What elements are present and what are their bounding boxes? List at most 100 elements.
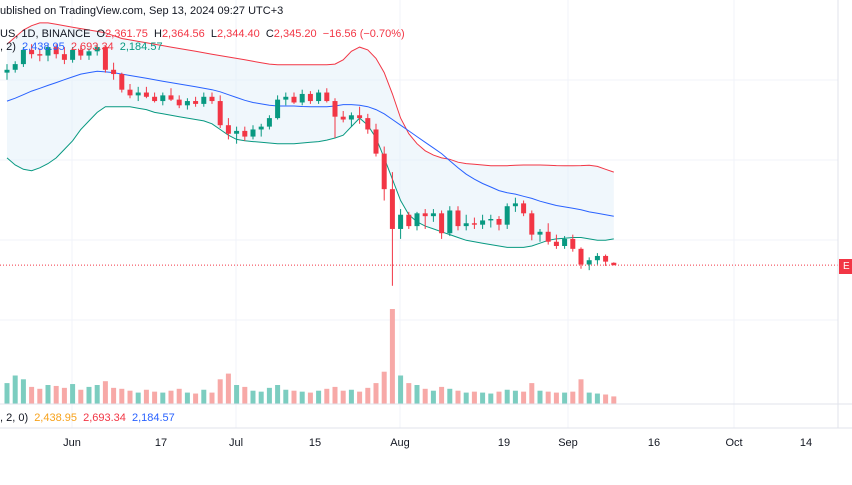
candle <box>193 96 199 107</box>
volume-bar <box>316 390 322 404</box>
candle-body <box>357 115 363 119</box>
volume-bar <box>225 373 231 404</box>
candle <box>422 209 428 229</box>
lower-lower-value: 2,184.57 <box>131 412 175 424</box>
volume-bar <box>242 386 248 404</box>
candle <box>45 44 51 62</box>
ohlc-legend[interactable]: US, 1D, BINANCE O2,361.75 H2,364.56 L2,3… <box>0 27 408 41</box>
volume-bar <box>193 393 199 404</box>
volume-bar <box>4 383 10 404</box>
candle <box>209 92 215 104</box>
volume-bar <box>471 391 477 404</box>
lower-params: , 2, 0) <box>0 412 29 424</box>
candle-body <box>61 54 67 60</box>
volume-bar <box>217 379 223 404</box>
volume-bar <box>209 392 215 404</box>
candle <box>266 115 272 130</box>
candle <box>184 98 190 110</box>
candle-body <box>430 213 436 217</box>
candle-body <box>201 96 207 104</box>
publish-info: ublished on TradingView.com, Sep 13, 202… <box>0 4 286 18</box>
volume-bar <box>299 391 305 404</box>
volume-bar <box>29 386 35 404</box>
bollinger-legend[interactable]: , 2) 2,438.95 2,693.34 2,184.57 <box>0 40 166 54</box>
candle <box>455 206 461 231</box>
candle-body <box>463 223 469 227</box>
candle <box>537 228 543 242</box>
candle-body <box>529 213 535 235</box>
candle <box>102 45 108 73</box>
volume-bar <box>422 388 428 404</box>
candle <box>553 234 559 249</box>
volume-bar <box>20 379 26 404</box>
candle <box>381 146 387 201</box>
x-tick-label: 14 <box>799 437 813 449</box>
lower-pane-legend[interactable]: , 2, 0) 2,438.95 2,693.34 2,184.57 <box>0 411 178 425</box>
candle-body <box>439 213 445 234</box>
candle-body <box>455 210 461 227</box>
candle <box>316 89 322 104</box>
candle <box>225 118 231 140</box>
candle-body <box>37 54 43 56</box>
volume-bar <box>406 383 412 404</box>
x-tick-label: 19 <box>497 437 511 449</box>
volume-bar <box>70 384 76 404</box>
volume-bar <box>201 389 207 404</box>
candle <box>521 200 527 217</box>
candle-body <box>570 238 576 249</box>
volume-bar <box>119 388 125 404</box>
volume-bar <box>340 390 346 404</box>
volume-bar <box>61 387 67 404</box>
volume-bar <box>291 390 297 404</box>
volume-bar <box>152 391 158 404</box>
candle <box>512 197 518 212</box>
candle-body <box>406 214 412 227</box>
candle-body <box>176 99 182 106</box>
candle-body <box>545 231 551 242</box>
volume-bar <box>258 391 264 404</box>
bb-basis-value: 2,438.95 <box>21 41 65 53</box>
candle <box>70 47 76 63</box>
candle-body <box>373 129 379 154</box>
volume-bar <box>348 389 354 404</box>
volume-bar <box>537 390 543 404</box>
low-value: 2,344.40 <box>216 28 260 40</box>
change-value: −16.56 (−0.70%) <box>322 28 405 40</box>
candle-body <box>184 101 190 106</box>
volume-bar <box>430 390 436 404</box>
candle-body <box>102 47 108 70</box>
candle-body <box>562 238 568 246</box>
volume-bar <box>266 387 272 404</box>
volume-bar <box>447 388 453 404</box>
candle-body <box>422 213 428 217</box>
volume-bar <box>562 392 568 404</box>
volume-bar <box>365 387 371 404</box>
volume-bar <box>611 396 617 404</box>
candle-body <box>135 92 141 96</box>
candle <box>414 211 420 231</box>
close-value: 2,345.20 <box>273 28 317 40</box>
high-label: H <box>153 28 162 40</box>
candle-body <box>225 125 231 134</box>
candle-body <box>521 203 527 214</box>
candle-body <box>143 92 149 97</box>
volume-bar <box>176 388 182 404</box>
candle <box>94 44 100 56</box>
candle <box>529 210 535 241</box>
volume-bar <box>94 385 100 404</box>
close-label: C <box>265 28 274 40</box>
candle-body <box>578 248 584 265</box>
volume-bar <box>324 388 330 404</box>
x-tick-label: Aug <box>390 437 410 449</box>
candle-body <box>234 130 240 134</box>
candle <box>29 44 35 59</box>
candle-body <box>512 203 518 207</box>
bb-upper-value: 2,693.34 <box>70 41 114 53</box>
candle <box>447 206 453 237</box>
volume-bar <box>111 387 117 404</box>
volume-bar <box>307 392 313 404</box>
bb-lower-value: 2,184.57 <box>119 41 163 53</box>
volume-bar <box>168 390 174 404</box>
candle <box>242 126 248 141</box>
